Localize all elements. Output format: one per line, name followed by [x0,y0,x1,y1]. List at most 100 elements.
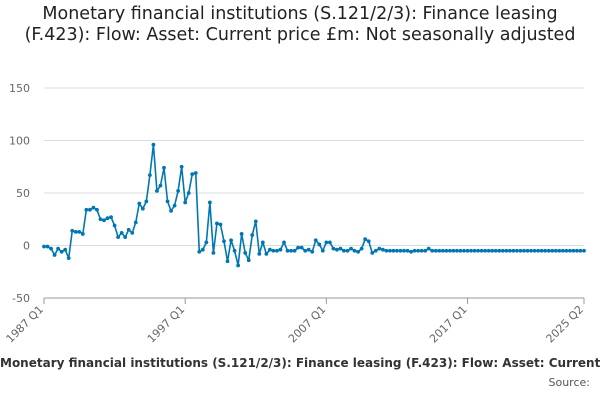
data-point [320,248,325,253]
x-tick-label: 2007 Q1 [286,303,329,346]
data-point [172,203,177,208]
data-point [218,222,223,227]
data-point [472,248,477,253]
data-point [179,164,184,169]
data-point [423,248,428,253]
data-point [271,248,276,253]
y-tick-label: 150 [9,82,30,95]
data-point [546,248,551,253]
data-point [232,248,237,253]
y-tick-label: -50 [12,292,30,305]
data-point [380,247,385,252]
source-label: Source: [548,376,591,389]
data-point [211,250,216,255]
data-point [264,252,269,256]
legend-label: Monetary financial institutions (S.121/2… [0,356,600,370]
data-point [529,248,533,253]
data-point [123,235,128,240]
data-point [405,248,410,253]
data-point [296,245,301,250]
data-point [342,248,346,253]
data-point [133,220,138,225]
data-point [42,244,46,249]
data-point [479,248,484,253]
data-point [437,248,442,253]
data-point [109,215,113,220]
x-tick-label: 1987 Q1 [4,303,47,346]
data-point [147,173,152,178]
data-point [225,259,230,264]
data-point [483,248,488,253]
data-point [70,228,75,233]
data-point [52,253,57,257]
data-point [550,248,555,253]
data-point [384,248,389,253]
data-point [246,258,251,263]
data-point [278,247,283,252]
data-point [260,240,265,245]
data-point [190,172,195,177]
data-point [243,250,248,255]
data-point [331,246,336,251]
data-point [402,248,406,253]
data-point [80,232,85,236]
data-point [430,248,435,253]
data-point [158,183,163,188]
data-point [144,199,149,204]
data-point [183,200,188,205]
data-point [229,238,233,243]
data-point [543,248,548,253]
data-point [518,248,523,253]
data-point [313,238,318,243]
x-tick-label: 2017 Q1 [427,303,470,346]
gridlines [44,87,584,299]
data-point [77,229,82,234]
data-point [356,249,361,254]
data-point [66,256,71,260]
y-tick-label: 50 [16,187,30,200]
data-point [412,248,417,253]
data-point [327,240,332,245]
data-point [310,249,315,254]
y-tick-label: 100 [9,135,30,148]
data-point [49,246,53,251]
data-point [451,248,456,253]
data-point [155,189,159,193]
data-point [95,207,99,212]
data-point [282,240,286,245]
data-point [493,248,498,253]
data-point [525,248,530,253]
data-point [409,249,413,254]
data-point [455,248,459,253]
data-point [91,205,96,210]
data-point [169,208,173,213]
data-point [490,248,495,253]
data-point [257,252,262,256]
data-point [126,227,131,232]
series-line [44,143,584,267]
data-point [119,231,124,235]
data-point [162,165,166,170]
data-point [504,248,509,253]
data-point [373,248,378,253]
data-point [444,248,449,253]
data-point [352,248,357,253]
data-point [419,248,424,253]
data-point [497,248,502,253]
data-point [140,206,145,211]
data-point [324,240,329,245]
data-point [116,235,121,240]
data-point [303,248,308,253]
data-point [465,248,470,253]
data-point [564,248,569,253]
data-point [239,232,244,236]
data-point [391,248,396,253]
y-tick-label: 0 [23,240,30,253]
data-point [112,223,117,228]
data-point [536,248,541,253]
data-point [197,249,202,254]
data-point [306,247,311,252]
data-point [317,242,322,247]
data-point [186,191,191,195]
